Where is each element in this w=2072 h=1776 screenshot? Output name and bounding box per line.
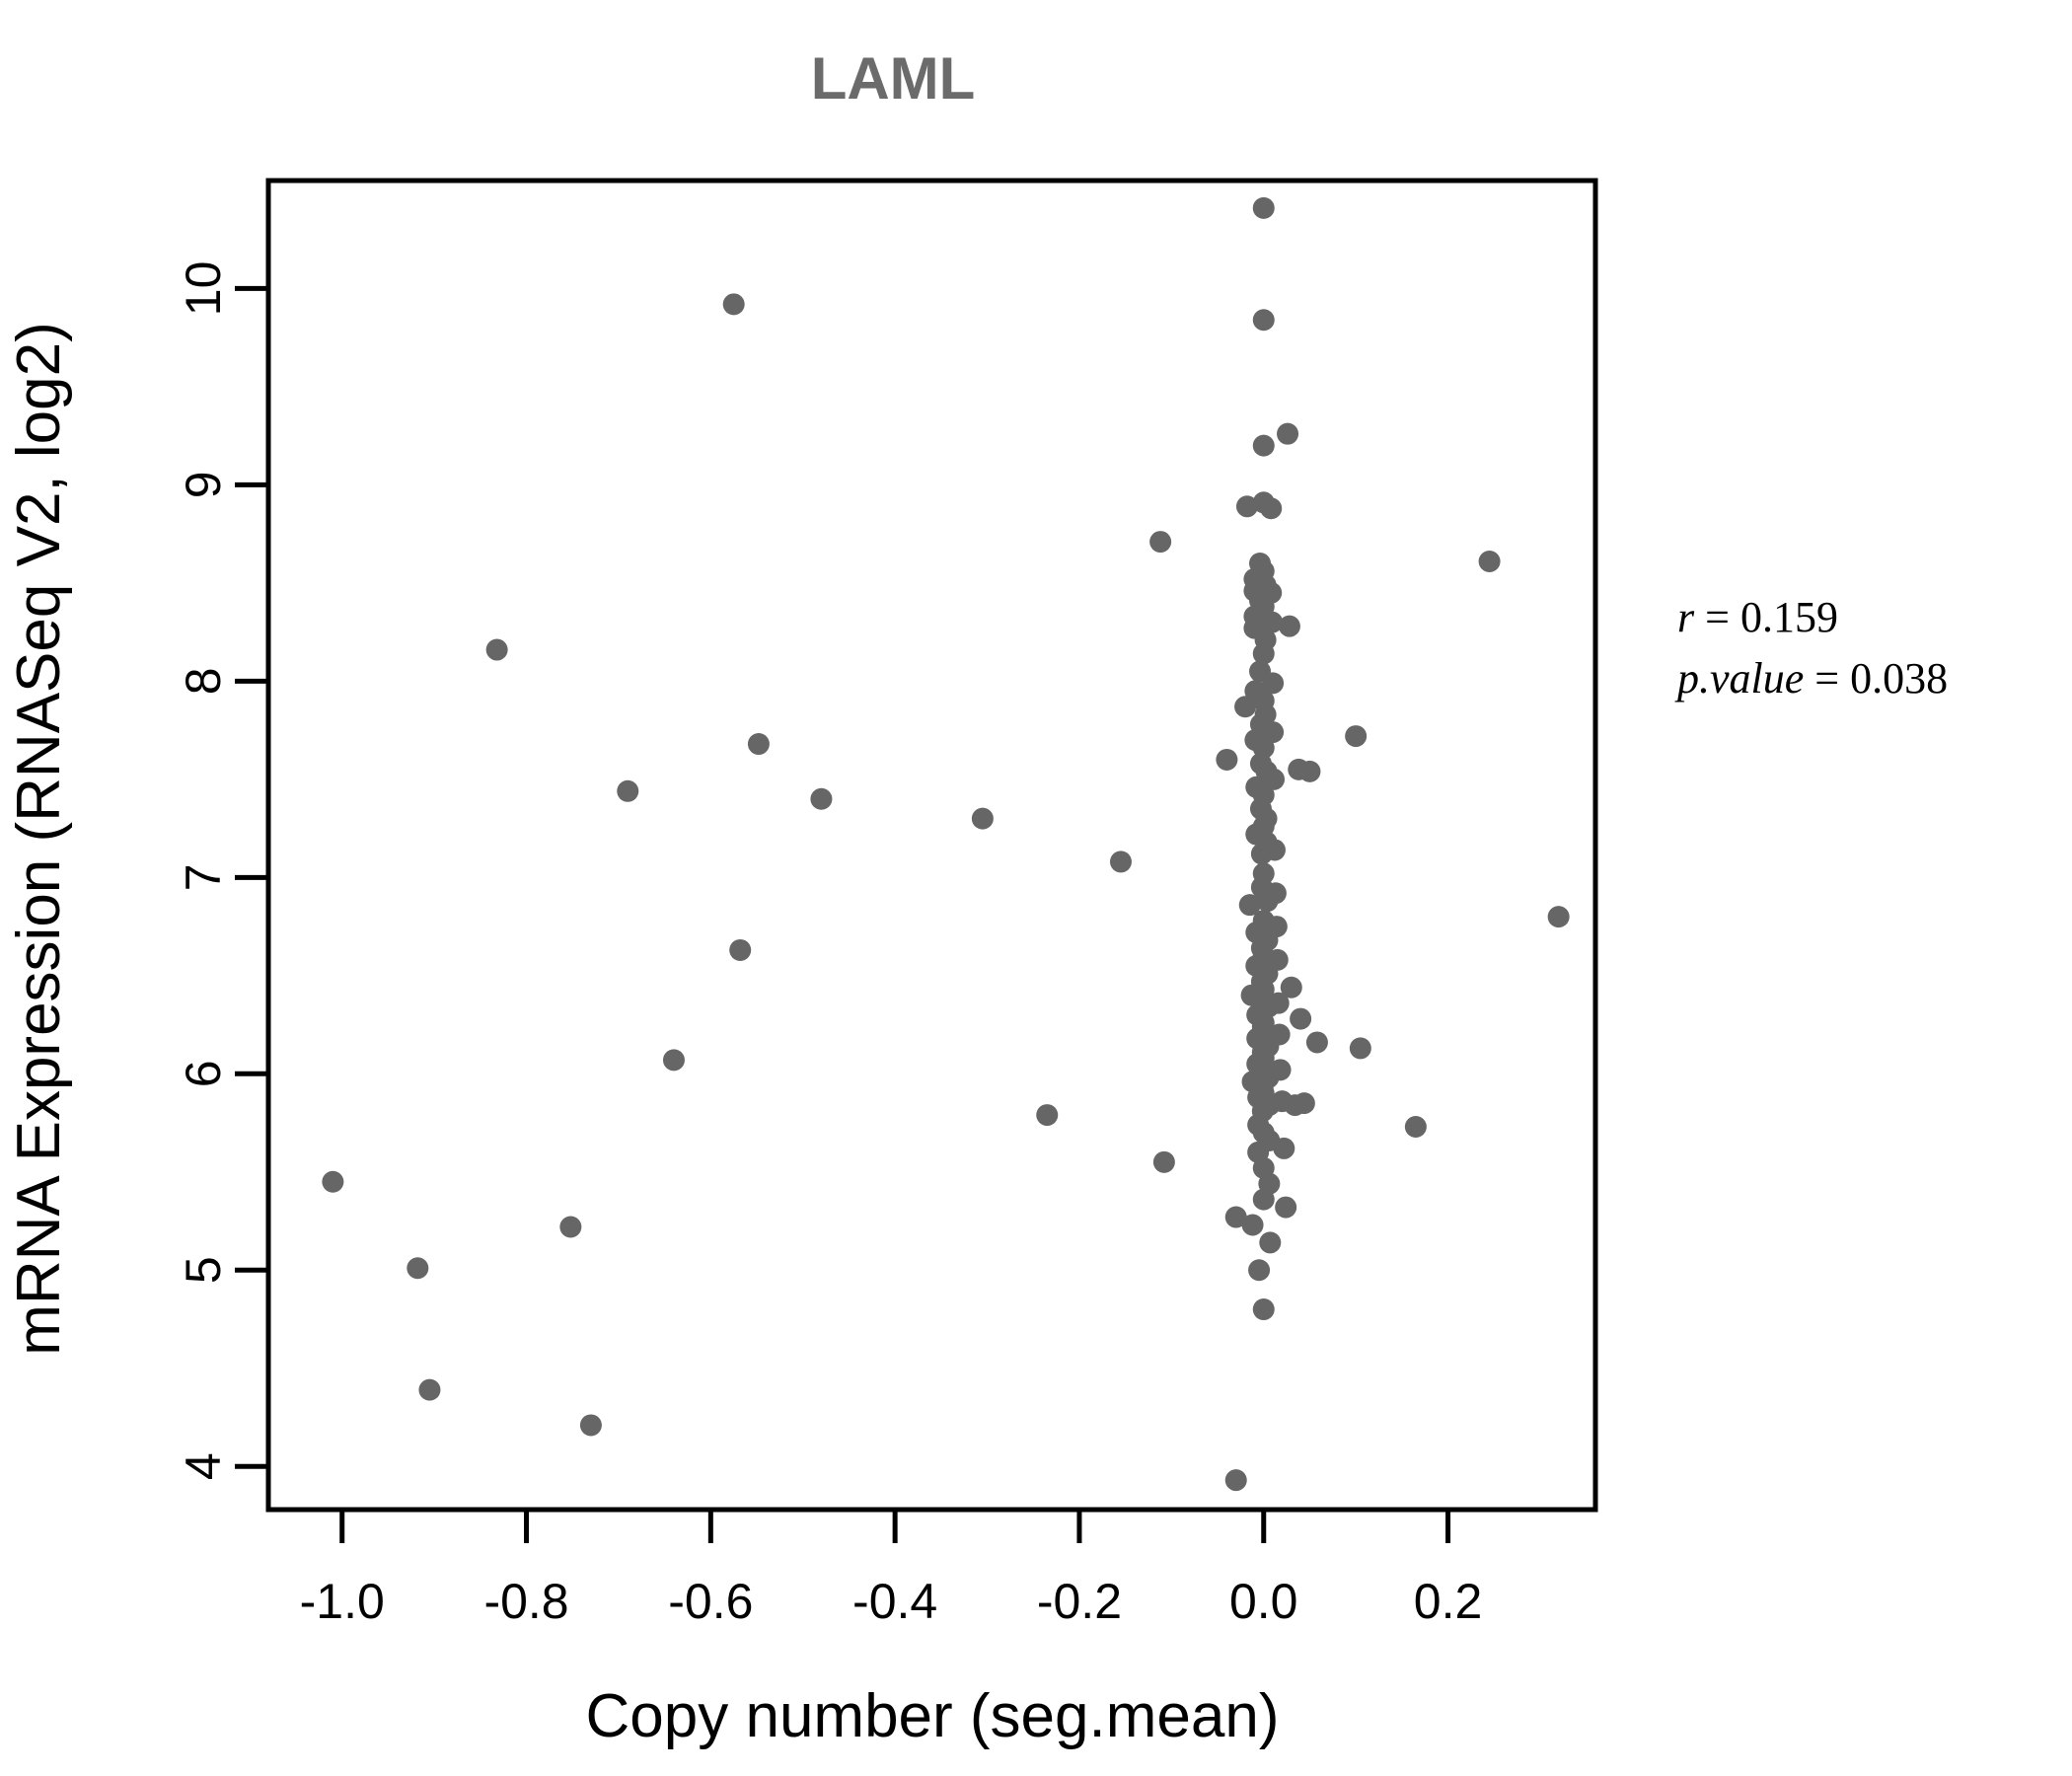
x-axis-ticks: -1.0 -0.8 -0.6 -0.4 -0.2 0.0 0.2	[300, 1510, 1483, 1629]
data-point	[1278, 615, 1300, 637]
data-point	[1254, 629, 1277, 651]
data-point	[1280, 976, 1302, 999]
data-point	[579, 1414, 602, 1437]
data-point	[1260, 497, 1283, 520]
y-tick-label: 9	[176, 471, 231, 498]
x-tick-label: -0.8	[483, 1574, 568, 1629]
data-point	[1252, 309, 1275, 332]
data-point	[1268, 1023, 1291, 1046]
data-point	[1265, 916, 1288, 938]
y-axis-ticks: 4 5 6 7 8 9 10	[176, 261, 268, 1480]
data-point	[1263, 839, 1286, 861]
data-point	[407, 1257, 429, 1280]
statistics-annotation: r = 0.159 p.value = 0.038	[1674, 593, 1948, 703]
data-point	[1238, 894, 1261, 917]
data-point	[617, 779, 639, 802]
data-point	[1262, 721, 1285, 744]
data-point	[1252, 783, 1275, 806]
data-point	[1404, 1116, 1427, 1139]
x-tick-label: -0.2	[1037, 1574, 1122, 1629]
data-point	[1216, 748, 1238, 771]
y-tick-label: 8	[176, 667, 231, 695]
data-point	[1273, 1137, 1295, 1159]
data-point	[1248, 1259, 1271, 1282]
data-point	[1262, 672, 1285, 695]
plot-frame	[265, 178, 1598, 1513]
data-point	[1305, 1031, 1328, 1054]
data-point	[1255, 807, 1278, 830]
data-point	[559, 1216, 582, 1238]
annotation-p-value: p.value = 0.038	[1674, 654, 1948, 703]
data-point	[1252, 737, 1275, 760]
data-point	[1259, 1231, 1282, 1254]
y-tick-label: 7	[176, 863, 231, 891]
x-tick-label: -1.0	[300, 1574, 385, 1629]
y-tick-label: 4	[176, 1452, 231, 1480]
data-point	[1547, 906, 1570, 928]
data-point	[1263, 768, 1286, 790]
data-point	[1149, 531, 1172, 554]
data-points-layer	[322, 196, 1570, 1492]
data-point	[1269, 1059, 1292, 1081]
data-point	[1036, 1104, 1059, 1127]
data-point	[1252, 862, 1275, 885]
y-axis-label: mRNA Expression (RNASeq V2, log2)	[5, 322, 73, 1356]
data-point	[1224, 1469, 1247, 1492]
data-point	[729, 938, 752, 961]
data-point	[1152, 1150, 1175, 1173]
data-point	[1290, 1007, 1312, 1030]
data-point	[1298, 760, 1321, 782]
y-tick-label: 10	[176, 261, 231, 317]
y-tick-label: 5	[176, 1256, 231, 1284]
x-tick-label: 0.0	[1229, 1574, 1298, 1629]
x-tick-label: 0.2	[1414, 1574, 1483, 1629]
data-point	[1109, 851, 1132, 873]
data-point	[485, 638, 508, 661]
data-point	[1267, 992, 1290, 1014]
data-point	[722, 293, 745, 316]
data-point	[1293, 1092, 1315, 1115]
data-point	[1224, 1206, 1247, 1228]
data-point	[1258, 1172, 1281, 1195]
data-point	[1254, 703, 1277, 726]
data-point	[971, 807, 994, 830]
data-point	[1260, 581, 1283, 604]
data-point	[1235, 495, 1258, 518]
y-tick-label: 6	[176, 1060, 231, 1087]
data-point	[1478, 550, 1501, 572]
data-point	[1252, 1298, 1275, 1321]
x-axis-label: Copy number (seg.mean)	[586, 1682, 1280, 1750]
data-point	[1345, 725, 1368, 748]
data-point	[1277, 422, 1299, 445]
data-point	[1349, 1037, 1371, 1060]
data-point	[1252, 196, 1275, 219]
annotation-correlation: r = 0.159	[1677, 593, 1838, 641]
data-point	[810, 787, 833, 810]
data-point	[322, 1170, 344, 1193]
x-tick-label: -0.6	[668, 1574, 753, 1629]
data-point	[1266, 948, 1289, 971]
x-tick-label: -0.4	[852, 1574, 937, 1629]
data-point	[1234, 696, 1257, 718]
data-point	[418, 1378, 441, 1401]
data-point	[1241, 1214, 1264, 1236]
data-point	[662, 1049, 685, 1072]
data-point	[747, 733, 770, 756]
data-point	[1261, 611, 1284, 633]
data-point	[1252, 434, 1275, 457]
data-point	[1275, 1196, 1297, 1219]
page-title: LAML	[811, 45, 976, 111]
data-point	[1264, 882, 1287, 905]
